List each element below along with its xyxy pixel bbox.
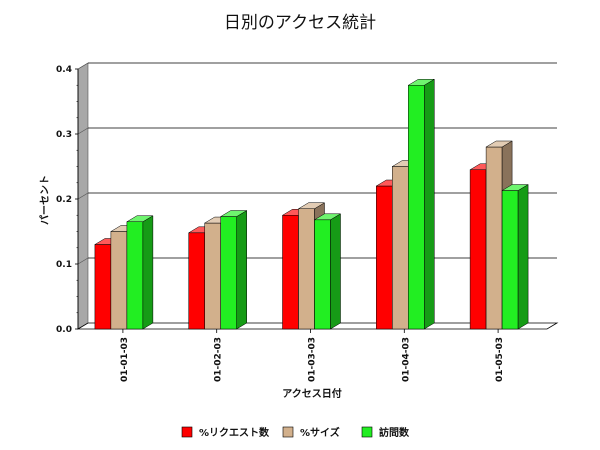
bar [313,213,342,330]
y-tick-label: 0.2 [56,195,72,205]
gridline-side [77,127,89,135]
y-tick-label: 0.1 [56,260,72,270]
legend-label: %リクエスト数 [199,426,270,439]
chart-title: 日別のアクセス統計 [224,13,376,33]
legend-label: %サイズ [300,426,340,439]
bar [125,215,154,330]
bar [219,210,248,330]
bar-front [204,222,221,330]
gridline-side [77,257,89,265]
bar-top [501,184,530,191]
x-tick-label: 01-03-03 [308,337,318,382]
bar-top [219,210,248,217]
bar-front [314,219,331,330]
bar-top [125,215,154,222]
bars [93,78,530,330]
bar-front [392,166,409,330]
legend-swatch [282,426,294,438]
bar-front [408,85,425,330]
gridline-side [77,62,89,70]
x-tick-label: 01-01-03 [120,337,130,382]
bar-front [469,169,487,330]
bar-side [236,210,247,330]
x-axis-label: アクセス日付 [282,387,342,400]
bar-side [142,215,154,330]
bar-front [376,185,393,330]
bar-front [485,146,503,330]
bar-front [94,244,112,330]
bar-top [313,213,342,221]
legend-swatch [181,426,193,438]
bar-front [501,190,519,330]
legend: %リクエスト数 %サイズ 訪問数 [181,426,410,439]
bar-front [188,232,205,330]
bar-side [517,184,529,330]
x-tick-label: 01-04-03 [401,337,411,382]
bar [501,184,530,330]
y-axis-label: パーセント [39,175,51,225]
bar-front [220,216,237,330]
bar-top [297,202,326,209]
y-tick-label: 0.0 [56,325,72,335]
y-tick-label: 0.4 [56,65,72,75]
bar-front [126,221,144,330]
x-tick-label: 01-05-03 [495,337,505,382]
bar [407,78,436,330]
y-tick-label: 0.3 [56,130,72,140]
bar-front [282,215,299,330]
bar-side [424,78,435,330]
bar-top [485,140,514,148]
bar-side [330,213,341,330]
legend-label: 訪問数 [379,426,410,439]
bar-front [298,208,315,330]
legend-item: 訪問数 [361,426,410,439]
legend-item: %リクエスト数 [181,426,270,439]
legend-swatch [361,426,373,438]
x-tick-label: 01-02-03 [214,337,224,382]
legend-item: %サイズ [282,426,340,439]
bar-front [110,231,128,330]
bar-top [407,79,436,86]
ticks: 0.0 0.1 0.2 0.3 0.4 01-01-03 01-02-03 01-03-03 0… [56,65,505,382]
gridline-side [77,192,89,200]
